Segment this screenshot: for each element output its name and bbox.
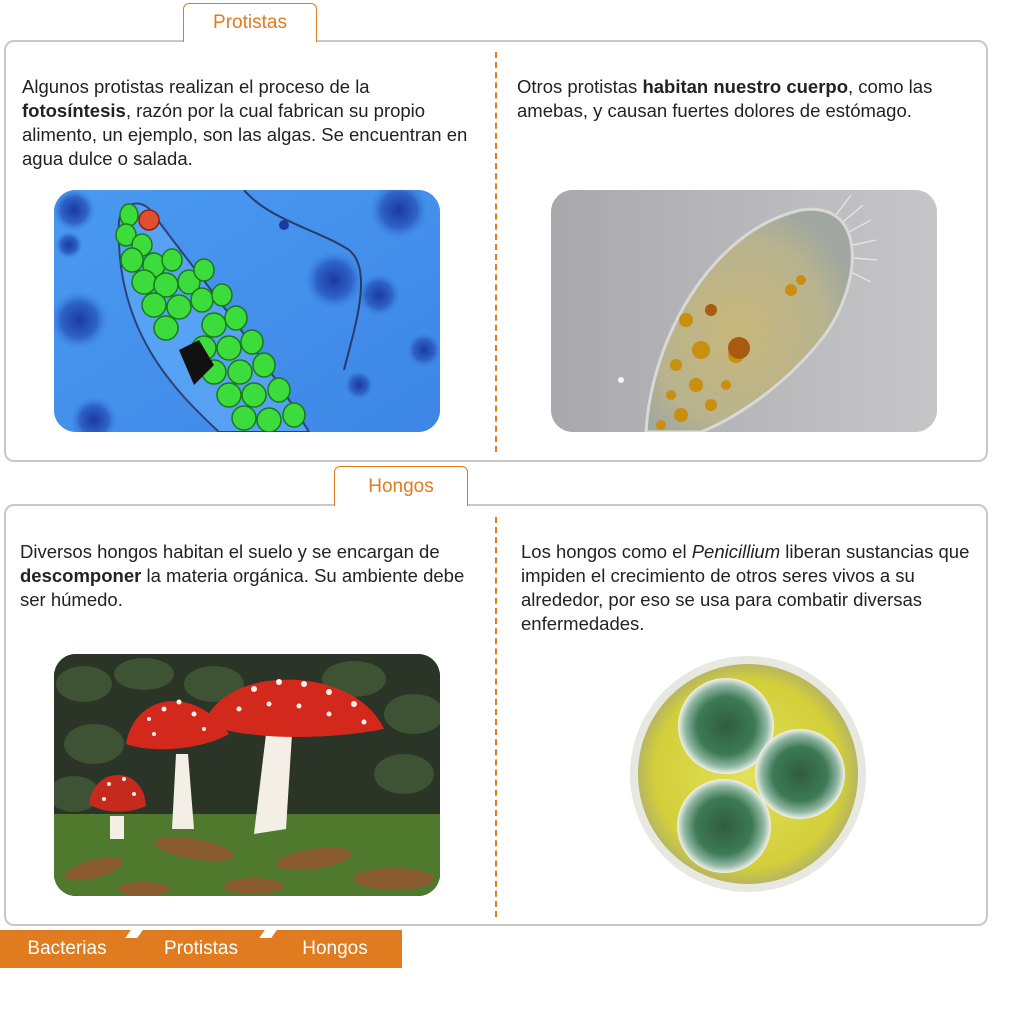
penicillium-image xyxy=(628,654,868,894)
hongos-divider xyxy=(495,517,497,917)
paramecium-image xyxy=(551,190,937,432)
protistas-divider xyxy=(495,52,497,452)
algae-image xyxy=(54,190,440,432)
mushroom-image xyxy=(54,654,440,896)
section-tab-hongos: Hongos xyxy=(334,466,468,506)
protistas-left-text: Algunos protistas realizan el proceso de… xyxy=(22,76,468,169)
section-tab-protistas: Protistas xyxy=(183,3,317,42)
bottom-nav: Bacterias Protistas Hongos xyxy=(0,930,402,968)
hongos-left-text: Diversos hongos habitan el suelo y se en… xyxy=(20,541,465,610)
nav-tab-hongos[interactable]: Hongos xyxy=(268,930,402,968)
nav-tab-protistas[interactable]: Protistas xyxy=(134,930,268,968)
nav-tab-bacterias[interactable]: Bacterias xyxy=(27,938,107,959)
protistas-right-text: Otros protistas habitan nuestro cuerpo, … xyxy=(517,76,933,121)
hongos-right-text: Los hongos como el Penicillium liberan s… xyxy=(521,541,970,634)
